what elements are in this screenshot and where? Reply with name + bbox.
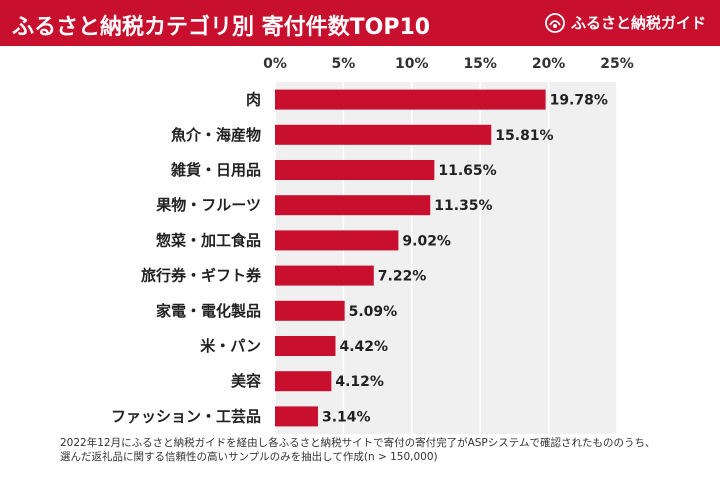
x-tick-label: 5%	[332, 56, 356, 72]
category-label: 魚介・海産物	[171, 126, 261, 144]
x-tick-label: 25%	[600, 56, 634, 72]
category-label: ファッション・工芸品	[111, 407, 261, 425]
x-tick-label: 15%	[463, 56, 497, 72]
data-label: 11.65%	[438, 163, 496, 179]
bar	[275, 230, 399, 251]
category-label: 米・パン	[200, 337, 261, 355]
category-label: 旅行券・ギフト券	[141, 267, 262, 285]
chart-title: ふるさと納税カテゴリ別 寄付件数TOP10	[12, 15, 431, 40]
category-label: 果物・フルーツ	[155, 196, 261, 214]
bar	[275, 300, 345, 321]
category-label: 肉	[246, 91, 261, 109]
bar	[275, 336, 336, 356]
category-label: 惣菜・加工食品	[156, 231, 261, 249]
x-tick-label: 0%	[263, 56, 287, 72]
data-label: 4.12%	[335, 374, 384, 390]
data-label: 7.22%	[378, 269, 427, 285]
data-label: 19.78%	[550, 93, 608, 109]
data-label: 15.81%	[495, 128, 553, 144]
bar	[275, 371, 332, 392]
brand-logo-icon	[545, 12, 565, 33]
bar	[275, 89, 546, 110]
x-tick-label: 20%	[532, 56, 566, 72]
category-label: 美容	[231, 372, 261, 390]
brand[interactable]: ふるさと納税ガイド	[545, 12, 706, 33]
footnote-line-2: 選んだ返礼品に関する信頼性の高いサンプルのみを抽出して作成(n > 150,00…	[60, 451, 438, 463]
header-bar: ふるさと納税カテゴリ別 寄付件数TOP10 ふるさと納税ガイド	[0, 0, 720, 46]
category-label: 家電・電化製品	[156, 302, 261, 320]
bar	[275, 160, 435, 180]
bar	[275, 406, 318, 427]
data-label: 9.02%	[402, 233, 451, 249]
data-label: 5.09%	[349, 304, 398, 320]
data-label: 11.35%	[434, 198, 492, 214]
category-label: 雑貨・日用品	[170, 161, 261, 179]
bar	[275, 124, 492, 145]
footnote: 2022年12月にふるさと納税ガイドを経由し各ふるさと納税サイトで寄付の寄付完了…	[60, 436, 700, 464]
brand-name: ふるさと納税ガイド	[570, 14, 706, 32]
bar	[275, 265, 374, 286]
bar	[275, 195, 431, 216]
footnote-line-1: 2022年12月にふるさと納税ガイドを経由し各ふるさと納税サイトで寄付の寄付完了…	[60, 437, 656, 449]
bar-chart: 0% 5% 10% 15% 20% 25% 肉 19.78% 魚介・海産物 15.81% 雑貨・日用…	[111, 56, 634, 434]
data-label: 3.14%	[322, 409, 371, 425]
x-tick-label: 10%	[395, 56, 429, 72]
data-label: 4.42%	[339, 339, 388, 355]
